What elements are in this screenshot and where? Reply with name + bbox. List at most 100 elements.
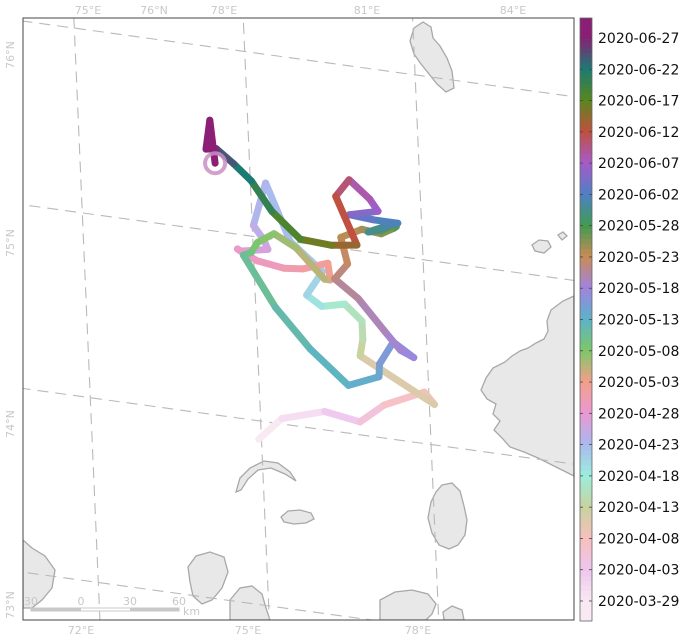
legend-bar-slice [580,374,592,381]
legend-bar-slice [580,550,592,557]
legend-bar-slice [580,18,592,24]
track-segment [239,251,279,311]
legend-bar-slice [580,565,592,572]
legend-label: 2020-05-28 [598,219,679,235]
legend-bar-slice [580,359,592,366]
legend-bar-slice [580,445,592,451]
legend-bar-slice [580,208,592,215]
label-left-73n: 73°N [4,591,17,619]
legend-bar-slice [580,525,592,532]
map-panel [23,18,574,620]
legend-bar-slice [580,58,592,64]
start-marker-layer [203,151,228,176]
land-bottom-center-left [187,551,229,605]
legend-bar-slice [580,590,592,597]
legend-bar-slice [580,234,592,240]
legend-bar-slice [580,580,592,587]
legend-bar-slice [580,450,592,456]
legend-bar-slice [580,113,592,120]
legend-bar-slice [580,505,592,512]
legend-bar-slice [580,269,592,275]
legend-bar-slice [580,98,592,105]
legend-bar-slice [580,83,592,89]
legend-bar-slice [580,108,592,115]
legend-bar-slice [580,93,592,99]
legend-bar-slice [580,118,592,125]
legend-bar-slice [580,465,592,471]
legend-label: 2020-06-12 [598,125,679,141]
date-legend: 2020-06-27 2020-06-22 2020-06-17 2020-06-12… [579,17,679,622]
track-segment [306,345,352,389]
scale-bar-segment-1 [31,608,81,611]
scale-label-3: 60 [172,595,186,608]
legend-bar-slice [580,399,592,406]
legend-label: 2020-04-03 [598,563,679,579]
legend-bar-slice [580,354,592,361]
legend-label: 2020-06-22 [598,62,679,78]
label-top-84e: 84°E [500,4,526,17]
legend-bar-slice [580,455,592,461]
legend-bar-slice [580,133,592,140]
track-segment [345,207,382,219]
label-top-76n: 76°N [140,4,168,17]
map-panel-border [22,17,575,621]
legend-label: 2020-06-07 [598,156,679,172]
track-segment [206,116,219,167]
legend-bar-slice [580,430,592,436]
legend-label: 2020-05-08 [598,344,679,360]
legend-label: 2020-05-13 [598,313,679,329]
scale-label-1: 0 [78,595,85,608]
legend-bar-slice [580,414,592,421]
legend-bar-slice [580,500,592,507]
parallel-76n [23,20,574,98]
land-island-small-oval [280,509,315,525]
track-segment [376,338,397,368]
legend-bar-slice [580,304,592,311]
scale-unit: km [183,605,200,618]
legend-bar-slice [580,389,592,396]
track-segment [344,373,383,389]
land-island-tiny [557,231,568,241]
legend-bar-slice [580,153,592,160]
legend-bar-slice [580,530,592,537]
track-segment [296,235,336,249]
scale-label-0: 30 [24,595,38,608]
legend-bar-slice [580,78,592,84]
legend-bar-slice [580,239,592,245]
land-island-north [409,21,455,93]
legend-bar-slice [580,485,592,491]
legend-bar-slice [580,555,592,562]
legend-bar-slice [580,38,592,44]
legend-bar-slice [580,168,592,175]
track-segment [332,176,353,200]
legend-bar-slice [580,339,592,346]
land-severnaya-coast [480,295,574,477]
legend-bar-slice [580,63,592,69]
legend-bar-slice [580,585,592,592]
land-bottom-left [23,539,56,609]
label-top-78e: 78°E [211,4,237,17]
legend-bar-slice [580,264,592,270]
legend-bar-slice [580,384,592,391]
legend-label: 2020-04-23 [598,438,679,454]
legend-bar-slice [580,213,592,220]
legend-bar-slice [580,435,592,441]
track-segment [332,192,361,249]
scale-bar-segment-3 [130,608,179,611]
land-bottom-right [379,589,437,620]
legend-bar-slice [580,535,592,542]
legend-label: 2020-06-17 [598,94,679,110]
legend-bar-slice [580,425,592,431]
land-island-large-east [427,482,468,550]
legend-bar-slice [580,138,592,145]
label-bottom-78e: 78°E [405,624,431,637]
label-left-76n: 76°N [4,41,17,69]
track-segment [292,244,329,283]
legend-bar-slice [580,173,592,180]
legend-label: 2020-05-18 [598,281,679,297]
legend-label: 2020-04-08 [598,531,679,547]
track-segment [354,295,389,336]
legend-bar-slice [580,23,592,29]
track-segment [247,177,276,215]
